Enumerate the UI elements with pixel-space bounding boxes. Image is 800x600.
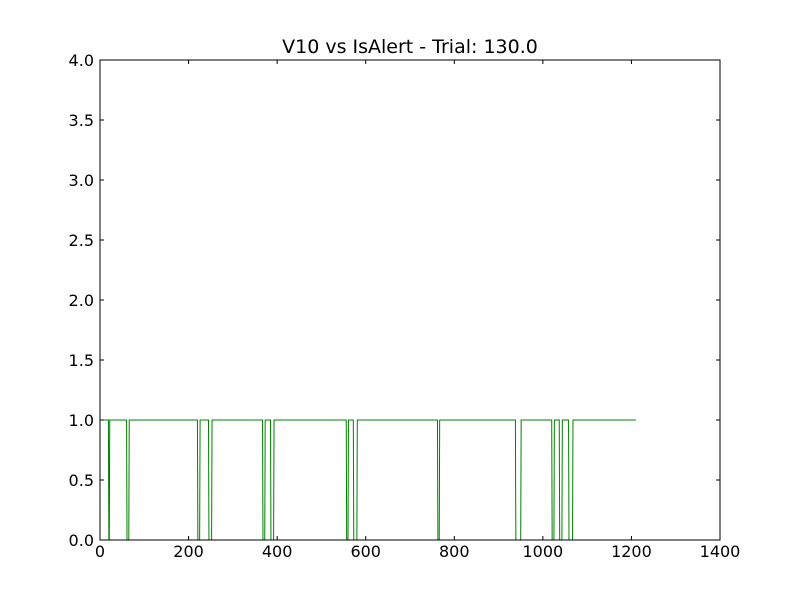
y-tick-label: 1.0 [69, 411, 94, 430]
x-tick-label: 0 [95, 542, 105, 561]
x-tick-label: 800 [439, 542, 470, 561]
y-tick-label: 3.0 [69, 171, 94, 190]
x-tick-label: 1400 [700, 542, 741, 561]
plot-area: 0 200 400 600 800 1000 1200 1400 0.0 0.5 1.0 1.5 2.0… [69, 51, 741, 561]
y-tick-label: 0.0 [69, 531, 94, 550]
x-tick-label: 1200 [611, 542, 652, 561]
x-tick-label: 200 [173, 542, 204, 561]
x-tick-label: 1000 [522, 542, 563, 561]
x-tick-label: 400 [262, 542, 293, 561]
x-tick-label: 600 [350, 542, 381, 561]
y-tick-label: 2.0 [69, 291, 94, 310]
y-tick-label: 1.5 [69, 351, 94, 370]
y-tick-label: 0.5 [69, 471, 94, 490]
y-tick-label: 2.5 [69, 231, 94, 250]
chart-title: V10 vs IsAlert - Trial: 130.0 [282, 36, 538, 58]
y-tick-label: 4.0 [69, 51, 94, 70]
y-tick-label: 3.5 [69, 111, 94, 130]
